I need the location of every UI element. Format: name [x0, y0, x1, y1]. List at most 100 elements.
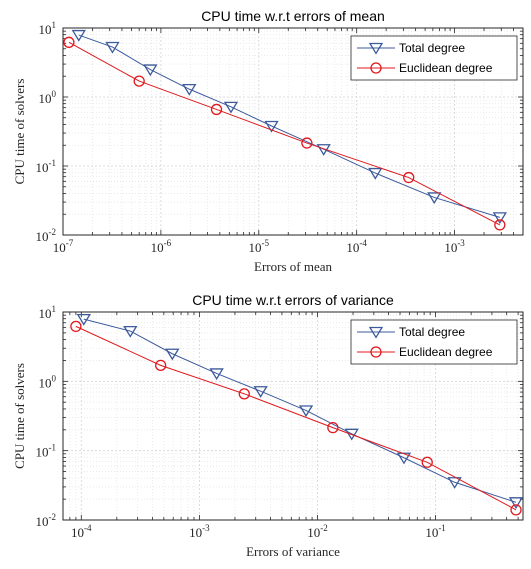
- y-tick-label: 10-2: [36, 512, 57, 529]
- data-point: [344, 428, 359, 441]
- y-tick-label: 100: [39, 89, 57, 106]
- y-tick-label: 101: [39, 20, 57, 37]
- x-tick-label: 10-1: [425, 523, 446, 540]
- legend-marker: [370, 346, 382, 358]
- x-axis-label: Errors of variance: [246, 544, 340, 559]
- data-point: [76, 313, 91, 326]
- x-tick-label-base: 10: [425, 525, 438, 540]
- y-tick-label-exponent: -1: [49, 158, 57, 168]
- legend-marker: [368, 326, 384, 339]
- y-tick-label-base: 10: [39, 306, 52, 321]
- x-tick-label: 10-4: [71, 523, 92, 540]
- data-point: [63, 36, 75, 48]
- x-tick-label-base: 10: [444, 240, 457, 255]
- y-tick-label-exponent: 1: [52, 20, 57, 30]
- x-tick-label-exponent: -4: [359, 238, 367, 248]
- data-point: [447, 477, 462, 489]
- chart-title: CPU time w.r.t errors of variance: [192, 292, 394, 308]
- series-line: [75, 325, 517, 511]
- data-point: [182, 83, 197, 96]
- series-euclidean-degree: [70, 320, 522, 516]
- series-line: [68, 41, 501, 226]
- legend-marker: [368, 42, 384, 55]
- data-point: [510, 504, 522, 516]
- x-tick-label-exponent: -3: [457, 238, 465, 248]
- x-tick-label-base: 10: [71, 525, 84, 540]
- data-point: [133, 75, 145, 87]
- data-point: [264, 120, 279, 133]
- data-point: [327, 421, 339, 434]
- y-tick-label-exponent: -2: [49, 227, 57, 237]
- y-tick-label-base: 10: [39, 91, 52, 106]
- x-tick-label-exponent: -3: [202, 523, 210, 533]
- data-point: [123, 325, 138, 338]
- legend-marker: [370, 62, 382, 74]
- y-tick-label-base: 10: [39, 22, 52, 37]
- y-tick-label-base: 10: [36, 445, 49, 460]
- x-tick-label-exponent: -2: [320, 523, 328, 533]
- y-tick-label-exponent: -1: [49, 443, 57, 453]
- data-point: [165, 348, 180, 361]
- data-point: [298, 405, 314, 418]
- series-line: [78, 34, 500, 218]
- y-tick-label-exponent: 0: [52, 373, 57, 383]
- axes-frame: [62, 311, 524, 521]
- data-point: [494, 219, 506, 231]
- y-tick-label-base: 10: [39, 375, 52, 390]
- x-tick-label: 10-3: [444, 238, 465, 255]
- series-line: [83, 318, 517, 503]
- data-point: [155, 359, 167, 372]
- y-tick-label-exponent: 0: [52, 89, 57, 99]
- series-euclidean-degree: [63, 36, 506, 231]
- y-tick-label: 100: [39, 373, 57, 390]
- x-axis-label: Errors of mean: [254, 259, 332, 274]
- x-tick-label: 10-5: [249, 238, 270, 255]
- x-tick-label: 10-7: [53, 238, 74, 255]
- x-tick-label-exponent: -4: [84, 523, 92, 533]
- y-tick-label: 10-2: [36, 227, 57, 244]
- data-point: [508, 497, 524, 509]
- y-tick-label-base: 10: [36, 229, 49, 244]
- data-point: [427, 192, 442, 205]
- x-tick-label-base: 10: [249, 240, 262, 255]
- series-total-degree: [71, 29, 507, 225]
- tick-marks: [62, 27, 524, 236]
- y-tick-label: 101: [39, 304, 57, 321]
- legend: Total degree Euclidean degree: [350, 35, 518, 81]
- x-tick-label: 10-2: [307, 523, 328, 540]
- legend-label: Euclidean degree: [399, 61, 493, 75]
- axes-frame: [62, 27, 524, 236]
- series-total-degree: [76, 313, 524, 509]
- data-point: [70, 320, 82, 333]
- x-tick-label-base: 10: [189, 525, 202, 540]
- y-tick-label-exponent: 1: [52, 304, 57, 314]
- legend-label: Total degree: [399, 41, 465, 55]
- y-tick-label: 10-1: [36, 158, 57, 175]
- x-tick-label-base: 10: [346, 240, 359, 255]
- legend-label: Total degree: [399, 325, 465, 339]
- y-tick-label-base: 10: [36, 160, 49, 175]
- x-tick-label: 10-6: [151, 238, 172, 255]
- data-point: [71, 29, 86, 42]
- data-point: [403, 171, 415, 184]
- data-point: [105, 41, 120, 54]
- x-tick-label-base: 10: [53, 240, 66, 255]
- data-point: [209, 368, 224, 381]
- data-point: [421, 456, 433, 468]
- y-tick-label-exponent: -2: [49, 512, 57, 522]
- data-point: [368, 167, 383, 180]
- data-point: [223, 101, 239, 114]
- x-tick-label-base: 10: [307, 525, 320, 540]
- data-point: [210, 103, 223, 116]
- x-tick-label-exponent: -1: [438, 523, 446, 533]
- y-tick-label: 10-1: [36, 443, 57, 460]
- data-point: [253, 386, 268, 398]
- data-point: [143, 64, 158, 77]
- data-point: [301, 137, 313, 149]
- legend-label: Euclidean degree: [399, 345, 493, 359]
- x-tick-label-exponent: -7: [66, 238, 74, 248]
- y-tick-label-base: 10: [36, 514, 49, 529]
